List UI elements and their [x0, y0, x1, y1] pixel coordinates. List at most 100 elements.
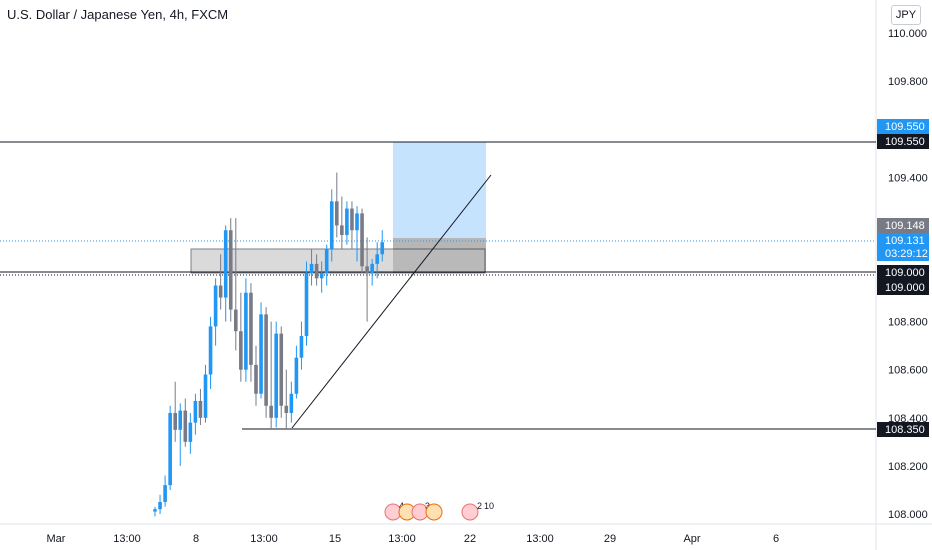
candle-body — [223, 230, 228, 298]
candle-body — [319, 273, 324, 279]
y-tick-label: 108.800 — [888, 317, 928, 329]
candle — [213, 278, 218, 346]
x-tick-label: 13:00 — [113, 533, 141, 545]
candle — [380, 230, 385, 262]
candle-body — [244, 292, 248, 370]
price-tag-zone-top-text: 109.148 — [885, 220, 925, 232]
candle-body — [294, 357, 299, 394]
candle — [203, 364, 208, 423]
candle-body — [158, 501, 162, 510]
candle — [178, 403, 183, 466]
flag-event-icon-2[interactable] — [425, 503, 443, 521]
candle-body — [360, 213, 364, 267]
candle-body — [284, 405, 289, 413]
candle — [299, 321, 304, 370]
x-tick-label: 13:00 — [526, 533, 554, 545]
candle — [223, 225, 228, 322]
candle — [173, 381, 177, 442]
x-tick-label: 6 — [773, 533, 779, 545]
candle — [319, 261, 324, 293]
candle-body — [239, 331, 243, 370]
candle — [279, 326, 284, 418]
candle-body — [350, 208, 354, 231]
candle-body — [203, 374, 208, 418]
candle-body — [340, 225, 344, 236]
candle — [365, 237, 369, 322]
x-tick-label: 29 — [604, 533, 616, 545]
y-tick-label: 109.400 — [888, 172, 928, 184]
price-tag-support-text: 108.350 — [885, 424, 925, 436]
flag-event-icon-3[interactable] — [461, 503, 479, 521]
candle-body — [249, 292, 253, 365]
x-tick-label: 13:00 — [388, 533, 416, 545]
time-axis[interactable]: Mar 13:00 8 13:00 15 13:00 22 13:00 29 Apr 6 — [47, 533, 780, 545]
candle-body — [213, 285, 218, 327]
candle — [294, 345, 299, 399]
candle-body — [218, 285, 223, 298]
candle-body — [183, 410, 188, 442]
candle — [259, 302, 263, 399]
candle-body — [274, 333, 278, 418]
candle — [329, 189, 334, 262]
candle-body — [309, 263, 314, 274]
price-tag-entry-b-text: 109.000 — [885, 282, 925, 294]
candle — [274, 321, 278, 428]
event-count-4: 10 — [484, 501, 494, 511]
candle-body — [188, 422, 193, 442]
price-tag-target-line-text: 109.550 — [885, 136, 925, 148]
candle-body — [193, 400, 198, 423]
candle-body — [168, 412, 172, 486]
candle-body — [370, 263, 374, 274]
price-tag-target-top: 109.550 — [877, 119, 929, 134]
candle-body — [279, 333, 284, 406]
event-count-3: 2 — [477, 501, 482, 511]
y-tick-label: 108.000 — [888, 509, 928, 521]
candle-body — [228, 230, 233, 310]
candle — [163, 475, 167, 507]
candle-body — [269, 405, 273, 418]
price-tag-target-top-text: 109.550 — [885, 121, 925, 133]
candle — [375, 242, 379, 279]
candle — [264, 307, 268, 418]
y-tick-label: 108.600 — [888, 365, 928, 377]
y-tick-label: 108.200 — [888, 461, 928, 473]
price-tag-last: 109.131 03:29:12 — [877, 233, 929, 261]
candle-body — [178, 410, 183, 430]
candle-body — [264, 314, 268, 406]
candle — [289, 381, 294, 423]
candle-body — [355, 213, 359, 231]
candle-body — [380, 242, 385, 255]
price-tag-entry-a-text: 109.000 — [885, 267, 925, 279]
price-tag-target-line: 109.550 — [877, 134, 929, 149]
supply-zone-box[interactable] — [190, 248, 486, 274]
candle — [249, 283, 253, 382]
candle-body — [365, 266, 369, 274]
candle — [345, 201, 349, 245]
candle — [168, 405, 172, 490]
x-tick-label: 22 — [464, 533, 476, 545]
candle-body — [163, 485, 167, 502]
candle — [254, 345, 258, 406]
x-tick-label: 15 — [329, 533, 341, 545]
candle — [370, 259, 374, 286]
candle — [228, 218, 233, 322]
candles-group — [153, 172, 385, 517]
candle-body — [304, 273, 309, 337]
symbol-title[interactable]: U.S. Dollar / Japanese Yen, 4h, FXCM — [7, 7, 229, 22]
candle-body — [335, 201, 339, 226]
trend-line[interactable] — [291, 174, 492, 429]
candle-body — [254, 364, 258, 394]
price-tag-entry-a: 109.000 — [877, 265, 929, 280]
price-tag-entry-b: 109.000 — [877, 280, 929, 295]
candle-body — [259, 314, 263, 394]
event-icons[interactable]: 4 3 2 10 — [384, 501, 494, 521]
candle — [244, 278, 248, 382]
event-count-2: 3 — [425, 501, 430, 511]
candle-body — [299, 336, 304, 358]
currency-button[interactable]: JPY — [891, 5, 921, 25]
candle — [360, 208, 364, 274]
candle — [158, 494, 162, 514]
candle — [350, 201, 354, 250]
target-zone[interactable] — [393, 142, 486, 238]
